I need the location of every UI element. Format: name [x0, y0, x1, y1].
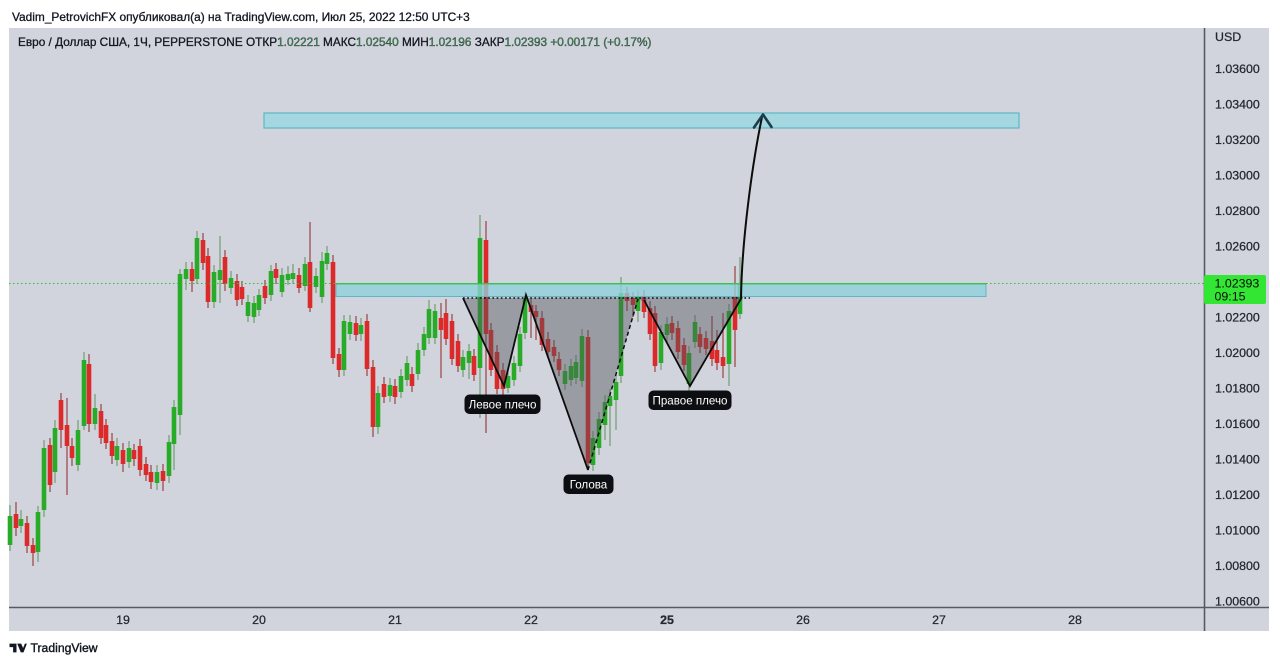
svg-text:Евро / Доллар США, 1Ч, PEPPERS: Евро / Доллар США, 1Ч, PEPPERSTONE ОТКР1… — [18, 35, 651, 49]
svg-text:1.00800: 1.00800 — [1215, 559, 1260, 573]
svg-text:1.02393: 1.02393 — [1215, 277, 1260, 291]
svg-text:21: 21 — [388, 613, 402, 627]
svg-text:1.02600: 1.02600 — [1215, 240, 1260, 254]
svg-text:22: 22 — [524, 613, 538, 627]
svg-text:1.03000: 1.03000 — [1215, 169, 1260, 183]
svg-text:Vadim_PetrovichFX опубликовал(: Vadim_PetrovichFX опубликовал(а) на Trad… — [12, 10, 470, 24]
svg-text:1.01400: 1.01400 — [1215, 453, 1260, 467]
svg-text:USD: USD — [1215, 30, 1241, 44]
svg-text:Левое плечо: Левое плечо — [469, 399, 537, 412]
svg-text:1.01000: 1.01000 — [1215, 524, 1260, 538]
svg-text:1.02800: 1.02800 — [1215, 204, 1260, 218]
svg-text:1.03600: 1.03600 — [1215, 62, 1260, 76]
svg-text:25: 25 — [660, 613, 674, 627]
svg-text:1.02200: 1.02200 — [1215, 311, 1260, 325]
svg-text:1.01600: 1.01600 — [1215, 417, 1260, 431]
svg-text:TradingView: TradingView — [31, 641, 98, 655]
svg-text:1.02000: 1.02000 — [1215, 346, 1260, 360]
svg-text:27: 27 — [932, 613, 946, 627]
svg-text:1.03400: 1.03400 — [1215, 98, 1260, 112]
svg-text:Голова: Голова — [570, 479, 608, 492]
svg-text:09:15: 09:15 — [1215, 290, 1246, 304]
svg-text:28: 28 — [1068, 613, 1082, 627]
svg-text:1.01200: 1.01200 — [1215, 488, 1260, 502]
svg-text:Правое плечо: Правое плечо — [653, 395, 728, 408]
svg-text:26: 26 — [796, 613, 810, 627]
svg-text:1.01800: 1.01800 — [1215, 382, 1260, 396]
svg-text:1.00600: 1.00600 — [1215, 595, 1260, 609]
svg-text:20: 20 — [252, 613, 266, 627]
svg-text:1.03200: 1.03200 — [1215, 133, 1260, 147]
svg-text:19: 19 — [116, 613, 130, 627]
